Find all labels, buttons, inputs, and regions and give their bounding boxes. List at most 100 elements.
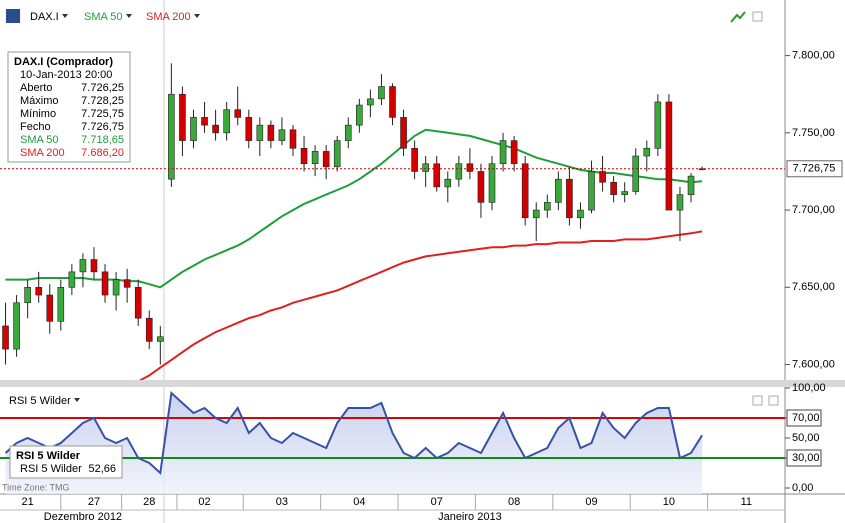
candle-body: [311, 151, 319, 165]
candle-body: [145, 317, 153, 342]
symbol[interactable]: DAX.I: [30, 11, 59, 23]
candle-body: [223, 109, 230, 134]
info-datetime: 10-Jan-2013 20:00: [20, 69, 112, 81]
y-tick-label: 30,00: [792, 452, 820, 464]
sma-line: [5, 128, 703, 289]
candle-body: [46, 294, 54, 322]
candle-body: [157, 336, 164, 342]
y-tick-label: 7.700,00: [792, 204, 835, 216]
panel-divider: [0, 380, 845, 387]
candle-body: [444, 178, 452, 188]
candle-body: [300, 147, 308, 165]
candle-body: [455, 163, 463, 180]
info-label: Máximo: [20, 95, 59, 107]
info-label: Fecho: [20, 121, 51, 133]
candle-body: [179, 93, 186, 141]
candle-body: [234, 109, 242, 118]
candle-body: [599, 171, 606, 183]
dropdown-arrow[interactable]: [74, 398, 80, 402]
y-tick-label: 7.800,00: [792, 50, 835, 62]
dropdown-arrow[interactable]: [126, 14, 132, 18]
y-tick-label: 50,00: [792, 432, 820, 444]
info-box: [7, 51, 131, 163]
candle-body: [433, 163, 441, 188]
rsi-panel: [0, 390, 785, 494]
dropdown-arrow[interactable]: [62, 14, 68, 18]
maximize-icon[interactable]: [752, 395, 763, 406]
candle-body: [333, 140, 341, 168]
rsi-box: [9, 445, 123, 479]
info-label: SMA 200: [20, 147, 65, 159]
candle-body: [466, 163, 474, 172]
level-label-box: [786, 409, 822, 427]
x-tick-label: 03: [276, 496, 288, 508]
candle-body: [322, 151, 330, 168]
info-value: 7.726,75: [81, 121, 124, 133]
info-value: 7.725,75: [81, 108, 124, 120]
candle-body: [555, 178, 562, 203]
candle-body: [632, 155, 640, 192]
candle-body: [566, 178, 573, 219]
candle-body: [278, 129, 286, 141]
close-icon[interactable]: [768, 395, 779, 406]
y-tick-label: 100,00: [792, 382, 826, 394]
candle-body: [212, 124, 219, 134]
info-label: Aberto: [20, 82, 52, 94]
trend-icon[interactable]: [730, 11, 746, 23]
rsi-legend[interactable]: RSI 5 Wilder: [9, 395, 71, 407]
rsi-line: [4, 390, 703, 476]
candle-body: [367, 98, 374, 106]
candle-body: [344, 124, 352, 141]
candle-body: [190, 117, 197, 141]
candle-body: [267, 124, 275, 141]
candle-body: [389, 86, 396, 118]
candle-body: [422, 163, 429, 172]
candle-body: [400, 117, 407, 149]
month-label: Dezembro 2012: [44, 511, 122, 523]
rsi-box-label: RSI 5 Wilder: [20, 463, 82, 475]
candle-body: [79, 259, 87, 273]
symbol-icon[interactable]: [6, 9, 20, 23]
candle-body: [378, 86, 385, 100]
candle-body: [521, 163, 529, 219]
dropdown-arrow[interactable]: [194, 14, 200, 18]
level-label-box: [786, 449, 822, 467]
last-price-box: [786, 160, 843, 178]
price-panel: [0, 63, 785, 380]
candle-body: [90, 259, 98, 273]
y-tick-label: 70,00: [792, 412, 820, 424]
candle-body: [577, 209, 584, 219]
candle-body: [499, 140, 507, 165]
x-tick-label: 11: [741, 496, 752, 508]
x-tick-label: 02: [198, 496, 210, 508]
candle-body: [123, 279, 131, 288]
x-tick-label: 10: [663, 496, 675, 508]
candle-body: [543, 202, 551, 211]
candle-body: [477, 171, 485, 203]
candle-body: [168, 93, 175, 180]
candle-body: [101, 271, 109, 296]
x-tick-label: 27: [88, 496, 100, 508]
candle-body: [687, 175, 695, 195]
candle-body: [24, 287, 31, 304]
rsi-box-title: RSI 5 Wilder: [16, 450, 81, 462]
x-tick-label: 04: [353, 496, 365, 508]
candle-body: [289, 129, 297, 149]
candle-body: [201, 117, 208, 126]
candle-body: [665, 101, 673, 211]
candle-body: [57, 287, 65, 322]
x-tick-label: 07: [431, 496, 443, 508]
info-value: 7.718,65: [81, 134, 124, 146]
candle-body: [610, 181, 617, 195]
maximize-icon[interactable]: [752, 11, 763, 22]
info-label: SMA 50: [20, 134, 59, 146]
candle-body: [488, 163, 496, 203]
y-tick-label: 7.750,00: [792, 127, 835, 139]
candle-body: [35, 287, 42, 296]
sma50-legend[interactable]: SMA 50: [84, 11, 123, 23]
candle-body: [676, 194, 684, 211]
sma200-legend[interactable]: SMA 200: [146, 11, 191, 23]
candle-body: [411, 147, 418, 172]
y-tick-label: 7.600,00: [792, 358, 835, 370]
